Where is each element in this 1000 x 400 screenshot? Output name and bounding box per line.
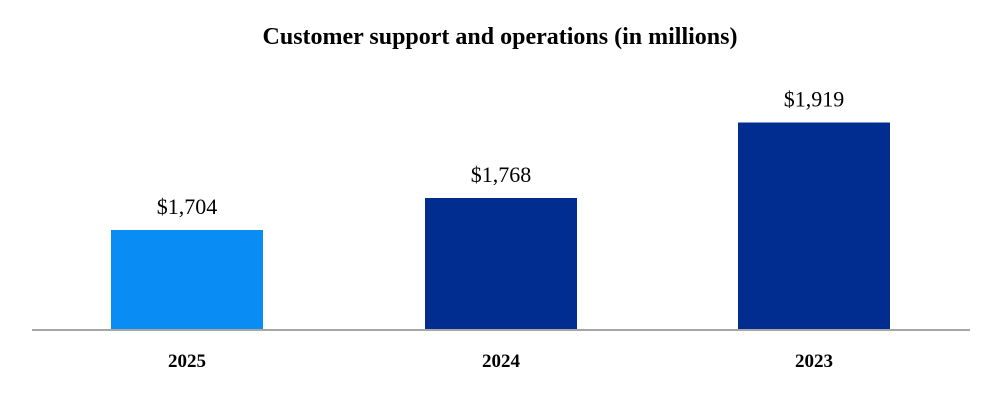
bar-2023 [738,122,890,330]
data-label-2025: $1,704 [157,194,218,219]
bar-2025 [111,230,263,330]
x-tick-label-2025: 2025 [168,351,206,372]
x-tick-label-2023: 2023 [795,351,833,372]
chart-title: Customer support and operations (in mill… [262,24,738,50]
data-label-2024: $1,768 [471,162,532,187]
data-label-2023: $1,919 [784,87,845,112]
x-tick-label-2024: 2024 [482,351,521,372]
labels-layer: $1,704 2025 $1,768 2024 $1,919 2023 [157,87,845,373]
bar-2024 [425,198,577,330]
bars-layer [111,122,890,330]
